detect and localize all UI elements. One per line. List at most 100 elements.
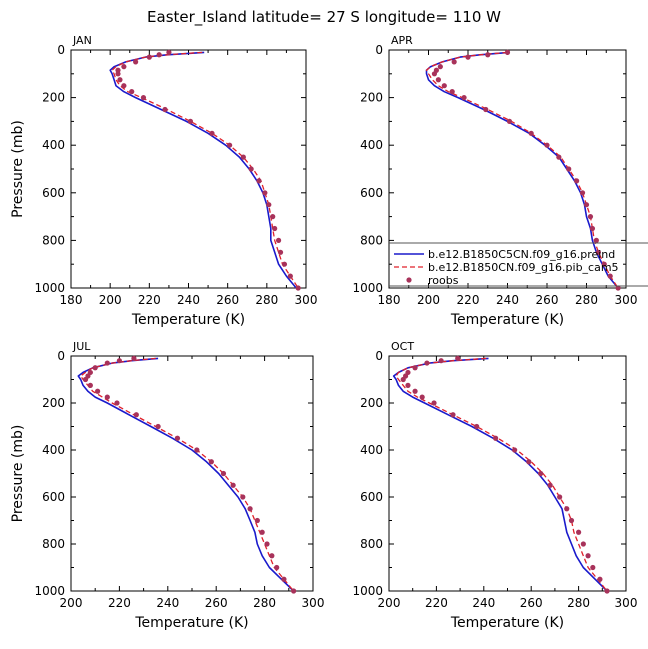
obs-point: [431, 71, 438, 77]
obs-point: [564, 506, 570, 512]
x-tick-label: 300: [302, 596, 325, 610]
x-tick-label: 300: [295, 293, 318, 307]
x-tick-label: 280: [567, 596, 590, 610]
obs-point: [580, 541, 586, 547]
obs-point: [115, 67, 121, 73]
obs-point: [597, 576, 603, 582]
obs-point: [465, 54, 471, 60]
y-tick-label: 600: [42, 490, 65, 504]
obs-point: [254, 517, 260, 524]
plot-frame: [70, 355, 314, 592]
obs-point: [259, 529, 265, 535]
panel-oct: OCT 200 220 240 260 280 300 0 200 400 600 800 1000 Te…: [352, 340, 637, 631]
x-axis-label: Temperature (K): [450, 312, 564, 328]
obs-point: [461, 95, 467, 101]
obs-point: [240, 154, 246, 160]
obs-point: [129, 89, 135, 95]
obs-point: [607, 273, 613, 279]
obs-point: [272, 225, 278, 232]
y-tick-label: 0: [57, 349, 65, 363]
obs-point: [512, 447, 518, 453]
panel-jul: JUL 200 220 240 260 280 300 0 200 400 600 800 1000 Te…: [10, 340, 324, 631]
y-tick-label: 800: [360, 537, 383, 551]
obs-point: [593, 237, 599, 243]
obs-point: [287, 273, 293, 279]
obs-point: [544, 142, 550, 148]
obs-point: [528, 130, 534, 136]
obs-point: [576, 529, 582, 535]
legend-label: b.e12.B1850C5CN.f09_g16.preind: [428, 248, 615, 261]
obs-point: [604, 588, 610, 594]
obs-point: [266, 202, 272, 208]
obs-point: [270, 214, 276, 220]
y-tick-label: 200: [360, 91, 383, 105]
obs-point: [92, 365, 98, 371]
x-tick-label: 220: [138, 293, 161, 307]
y-tick-label: 1000: [34, 281, 65, 295]
x-tick-label: 240: [472, 596, 495, 610]
series-roobs: [115, 49, 301, 291]
x-tick-label: 200: [417, 293, 440, 307]
obs-point: [269, 553, 275, 559]
obs-point: [121, 64, 127, 70]
obs-point: [595, 249, 601, 255]
series-line-dashed: [111, 51, 299, 289]
obs-point: [538, 470, 544, 477]
y-tick-label: 200: [360, 396, 383, 410]
obs-point: [574, 178, 580, 184]
series-line-dashed: [395, 357, 608, 592]
y-tick-label: 800: [42, 537, 65, 551]
obs-point: [262, 190, 268, 196]
obs-point: [140, 95, 147, 101]
obs-point: [166, 49, 172, 55]
obs-point: [114, 400, 120, 406]
obs-point: [208, 459, 214, 465]
obs-point: [590, 564, 596, 571]
obs-point: [275, 237, 282, 243]
obs-point: [435, 77, 441, 83]
y-tick-label: 200: [42, 396, 65, 410]
obs-point: [587, 214, 594, 220]
obs-point: [431, 400, 437, 406]
y-tick-label: 400: [42, 138, 65, 152]
obs-point: [248, 166, 254, 172]
obs-point: [133, 59, 139, 65]
obs-point: [405, 382, 411, 388]
obs-point: [568, 517, 575, 524]
obs-point: [95, 388, 101, 394]
obs-point: [424, 360, 430, 366]
x-axis-label: Temperature (K): [131, 312, 245, 328]
y-axis-label: Pressure (mb): [10, 425, 26, 523]
obs-point: [281, 576, 287, 582]
obs-point: [156, 52, 162, 58]
y-tick-label: 600: [42, 186, 65, 200]
y-axis-label: Pressure (mb): [10, 120, 26, 218]
obs-point: [449, 89, 455, 95]
obs-point: [547, 482, 553, 488]
panel-apr: APR 180 200 220 240 260 280 300 0 200 400 600 800 100…: [352, 34, 637, 328]
obs-point: [437, 64, 443, 70]
obs-point: [220, 470, 227, 477]
x-tick-label: 200: [378, 596, 401, 610]
y-tick-label: 400: [360, 443, 383, 457]
obs-point: [187, 118, 194, 124]
y-tick-label: 1000: [352, 584, 383, 598]
x-tick-label: 260: [536, 293, 559, 307]
obs-point: [146, 54, 152, 60]
y-tick-label: 200: [42, 91, 65, 105]
obs-point: [121, 83, 127, 89]
obs-point: [104, 360, 110, 366]
figure-title: Easter_Island latitude= 27 S longitude= …: [147, 8, 501, 27]
series-roobs: [82, 355, 297, 594]
obs-point: [419, 394, 425, 400]
x-tick-label: 260: [216, 293, 239, 307]
y-tick-label: 0: [375, 349, 383, 363]
obs-point: [485, 52, 491, 58]
y-tick-label: 1000: [34, 584, 65, 598]
legend-entry: roobs: [406, 274, 459, 287]
obs-point: [583, 202, 590, 208]
x-tick-label: 200: [60, 596, 83, 610]
legend-label: b.e12.B1850CN.f09_g16.pib_cam5: [428, 261, 619, 274]
x-tick-label: 280: [255, 293, 278, 307]
y-tick-label: 600: [360, 186, 383, 200]
